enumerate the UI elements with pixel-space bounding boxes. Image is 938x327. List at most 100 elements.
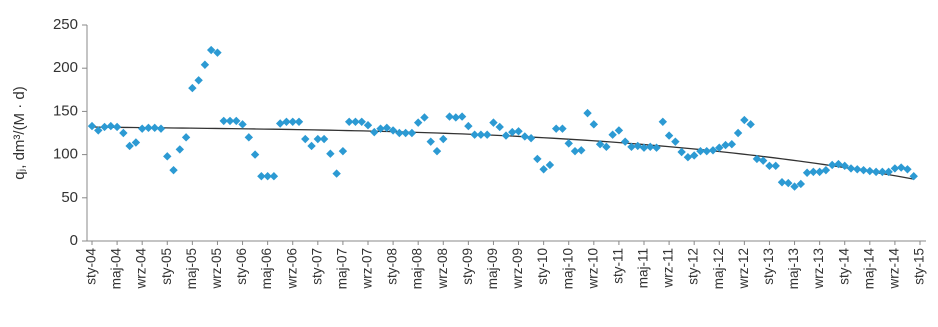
data-point (871, 167, 881, 177)
data-point (777, 178, 787, 187)
y-tick-label: 100 (53, 146, 78, 163)
data-point (470, 130, 479, 139)
x-tick-label: sty-05 (159, 248, 174, 285)
data-point (884, 167, 893, 177)
x-tick-label: maj-14 (861, 248, 876, 290)
data-point (219, 116, 228, 126)
data-point (244, 133, 254, 142)
data-point (100, 122, 109, 132)
x-tick-label: maj-06 (259, 248, 274, 289)
data-point (332, 169, 341, 178)
data-point (815, 167, 824, 177)
data-point (188, 83, 197, 93)
data-point (727, 140, 737, 149)
data-point (827, 160, 837, 170)
data-point (683, 152, 693, 162)
data-point (439, 134, 448, 144)
data-point (671, 137, 680, 146)
data-point (752, 154, 762, 164)
data-point (577, 146, 586, 155)
data-point (646, 142, 655, 152)
data-point (658, 117, 668, 126)
data-point (344, 117, 354, 126)
data-point (790, 182, 799, 191)
data-point (175, 145, 185, 154)
data-point (250, 150, 260, 159)
data-point (426, 137, 435, 146)
data-point (482, 130, 492, 139)
data-point (288, 117, 297, 126)
x-tick-label: sty-10 (535, 248, 550, 285)
x-tick-label: wrz-13 (811, 248, 826, 290)
data-point (689, 151, 699, 160)
data-point (169, 165, 178, 175)
data-point (363, 121, 373, 130)
x-tick-label: maj-11 (636, 248, 651, 288)
data-point (351, 117, 360, 126)
y-tick-label: 50 (61, 189, 78, 206)
data-point (163, 152, 172, 161)
data-point (125, 141, 134, 151)
data-point (338, 146, 348, 156)
data-point (194, 76, 203, 85)
x-tick-label: maj-05 (184, 248, 199, 289)
data-point (451, 113, 461, 122)
data-point (514, 127, 523, 136)
data-point (802, 168, 812, 177)
data-point (457, 112, 467, 121)
x-tick-label: maj-10 (560, 248, 575, 289)
x-tick-label: sty-12 (686, 248, 701, 285)
data-point (620, 137, 630, 146)
x-tick-label: maj-04 (109, 248, 124, 290)
data-point (495, 122, 504, 132)
x-tick-label: wrz-08 (435, 248, 450, 290)
data-point (508, 127, 517, 137)
data-point (771, 161, 780, 171)
y-tick-label: 150 (53, 102, 78, 119)
data-point (608, 130, 617, 139)
x-tick-label: sty-08 (385, 248, 400, 285)
data-point (821, 165, 831, 175)
data-point (520, 132, 530, 141)
data-point (539, 165, 548, 174)
data-point (263, 172, 272, 181)
data-point (326, 149, 335, 158)
data-point (677, 147, 686, 157)
data-point (388, 126, 398, 135)
data-point (275, 119, 285, 128)
data-point (702, 146, 711, 156)
y-tick-label: 200 (53, 59, 78, 76)
data-point (853, 165, 862, 174)
x-tick-label: wrz-11 (661, 248, 676, 289)
data-point (840, 161, 849, 171)
data-point (903, 165, 912, 174)
data-point (639, 143, 649, 152)
data-point (746, 120, 755, 129)
data-point (846, 164, 856, 173)
data-point (94, 126, 103, 135)
x-tick-label: sty-09 (460, 248, 475, 285)
x-tick-label: wrz-04 (134, 248, 149, 290)
data-point (758, 156, 768, 165)
data-point (526, 133, 536, 143)
data-point (407, 128, 417, 138)
data-point (112, 122, 122, 132)
x-tick-label: wrz-07 (360, 248, 375, 290)
data-point (715, 143, 724, 152)
data-point (733, 128, 743, 138)
data-point (865, 166, 875, 176)
data-point (357, 117, 366, 126)
data-point (878, 167, 887, 177)
x-tick-label: wrz-05 (209, 248, 224, 290)
x-tick-label: sty-06 (234, 248, 249, 285)
x-tick-label: sty-13 (761, 248, 776, 285)
x-tick-label: maj-13 (786, 248, 801, 289)
y-tick-label: 250 (53, 16, 78, 33)
y-axis-label: qⱼ, dm³/(M · d) (11, 86, 28, 179)
data-point (319, 134, 329, 144)
data-point (890, 164, 900, 173)
x-tick-label: wrz-12 (736, 248, 751, 290)
data-point (232, 116, 241, 126)
data-point (382, 123, 392, 133)
